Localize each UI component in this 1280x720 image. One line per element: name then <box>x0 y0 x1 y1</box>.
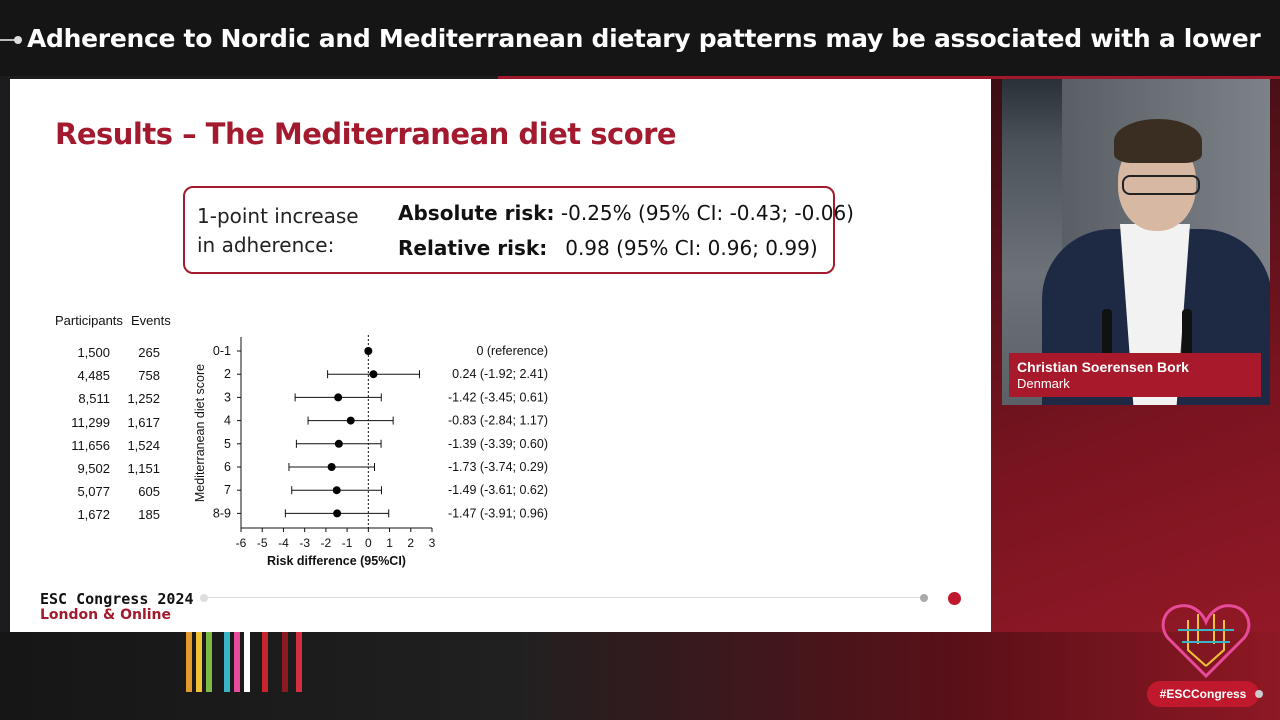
microphone-icon <box>1102 309 1112 369</box>
x-tick-label: -4 <box>278 536 289 550</box>
estimate-point <box>364 347 373 355</box>
estimate-point <box>334 439 343 448</box>
x-tick-label: -3 <box>299 536 310 550</box>
events-cell: 265 <box>138 345 160 360</box>
y-tick-label: 4 <box>224 414 231 428</box>
y-tick-label: 5 <box>224 437 231 451</box>
events-cell: 1,524 <box>127 437 160 453</box>
events-header: Events <box>131 313 171 328</box>
x-axis-label: Risk difference (95%CI) <box>267 554 406 568</box>
congress-name: ESC Congress 2024 <box>40 590 194 608</box>
estimate-point <box>369 370 378 379</box>
summary-label-line2: in adherence: <box>197 233 335 257</box>
participants-cell: 1,672 <box>77 507 110 523</box>
x-tick-label: 0 <box>365 536 372 550</box>
estimate-label: 0 (reference) <box>476 344 548 358</box>
relative-risk-label: Relative risk: <box>398 236 548 260</box>
banner-title: Adherence to Nordic and Mediterranean di… <box>27 24 1267 53</box>
estimate-point <box>334 393 343 402</box>
participants-header: Participants <box>55 313 123 328</box>
estimate-label: -1.73 (-3.74; 0.29) <box>448 460 548 474</box>
participants-cell: 9,502 <box>77 461 110 476</box>
congress-location: London & Online <box>40 607 171 623</box>
banner-line <box>0 39 16 41</box>
x-tick-label: -2 <box>321 536 332 550</box>
background-bottom <box>0 632 1280 720</box>
events-cell: 1,252 <box>127 391 160 407</box>
summary-label-line1: 1-point increase <box>197 204 359 228</box>
y-tick-label: 8-9 <box>213 506 231 520</box>
slide: Results – The Mediterranean diet score 1… <box>10 79 991 632</box>
y-tick-label: 0-1 <box>213 344 231 358</box>
speaker-name-card: Christian Soerensen Bork Denmark <box>1009 353 1261 397</box>
estimate-point <box>333 509 342 518</box>
summary-box: 1-point increase in adherence: Absolute … <box>183 186 854 274</box>
absolute-risk-row: Absolute risk: -0.25% (95% CI: -0.43; -0… <box>398 201 854 225</box>
microphone-icon <box>1182 309 1192 369</box>
estimate-label: -1.47 (-3.91; 0.96) <box>448 506 548 520</box>
x-tick-label: -6 <box>236 536 247 550</box>
estimate-label: -1.49 (-3.61; 0.62) <box>448 483 548 497</box>
estimate-label: -0.83 (-2.84; 1.17) <box>448 414 548 428</box>
estimate-label: -1.39 (-3.39; 0.60) <box>448 437 548 451</box>
estimate-point <box>346 416 355 425</box>
participants-cell: 11,656 <box>71 437 110 453</box>
y-tick-label: 3 <box>224 390 231 404</box>
participants-cell: 11,299 <box>71 414 110 430</box>
speaker-name: Christian Soerensen Bork <box>1017 359 1189 375</box>
absolute-risk-label: Absolute risk: <box>398 201 555 225</box>
events-cell: 1,617 <box>127 414 160 430</box>
x-tick-label: 3 <box>429 536 436 550</box>
x-tick-label: 1 <box>386 536 393 550</box>
speaker-country: Denmark <box>1017 376 1070 391</box>
events-cell: 185 <box>138 507 160 523</box>
estimate-label: 0.24 (-1.92; 2.41) <box>452 367 548 381</box>
participants-cell: 8,511 <box>78 391 110 407</box>
x-tick-label: 2 <box>407 536 414 550</box>
events-cell: 758 <box>138 368 160 384</box>
x-tick-label: -1 <box>342 536 353 550</box>
estimate-point <box>332 486 341 495</box>
speaker-hair <box>1114 119 1202 163</box>
y-tick-label: 6 <box>224 460 231 474</box>
participants-cell: 1,500 <box>77 345 110 360</box>
speaker-glasses <box>1122 175 1200 195</box>
progress-track <box>205 597 925 598</box>
estimate-label: -1.42 (-3.45; 0.61) <box>448 390 548 404</box>
y-tick-label: 2 <box>224 367 231 381</box>
relative-risk-row: Relative risk: 0.98 (95% CI: 0.96; 0.99) <box>398 236 818 260</box>
y-axis-label: Mediterranean diet score <box>193 364 207 502</box>
hashtag-badge: #ESCCongress <box>1147 681 1259 707</box>
esc-heart-logo-icon <box>1161 604 1251 679</box>
relative-risk-value: 0.98 (95% CI: 0.96; 0.99) <box>565 236 818 260</box>
progress-marker-dot <box>920 594 928 602</box>
participants-cell: 4,485 <box>77 368 110 384</box>
progress-end-dot <box>948 592 961 605</box>
x-tick-label: -5 <box>257 536 268 550</box>
events-cell: 605 <box>138 484 160 500</box>
banner-accent-line <box>498 76 1280 79</box>
title-banner: Adherence to Nordic and Mediterranean di… <box>0 0 1280 76</box>
absolute-risk-value: -0.25% (95% CI: -0.43; -0.06) <box>560 201 854 225</box>
slide-title: Results – The Mediterranean diet score <box>55 117 677 151</box>
estimate-point <box>327 463 336 471</box>
y-tick-label: 7 <box>224 483 231 497</box>
hashtag-dot <box>1255 690 1263 698</box>
progress-start-dot <box>200 594 208 602</box>
participants-cell: 5,077 <box>77 484 110 500</box>
banner-dot <box>14 36 22 44</box>
decorative-stripes <box>186 632 306 692</box>
events-cell: 1,151 <box>127 461 160 476</box>
